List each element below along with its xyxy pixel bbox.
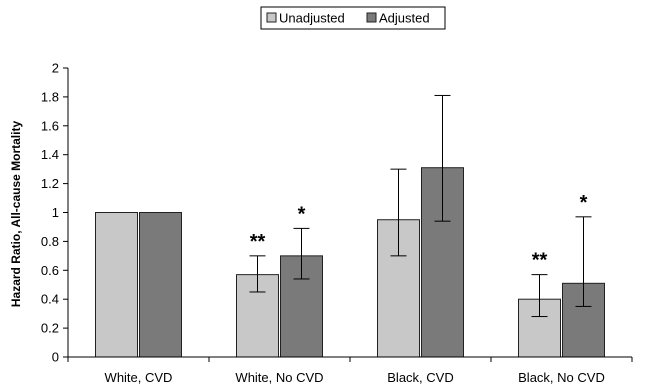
y-tick-label: 1.6 — [41, 118, 59, 133]
y-tick-label: 0.4 — [41, 292, 59, 307]
x-category-label: Black, CVD — [387, 370, 453, 385]
significance-labels: ****** — [250, 192, 588, 272]
bar — [139, 212, 182, 358]
significance-label: * — [298, 203, 306, 225]
legend-swatch — [266, 12, 277, 23]
axes — [67, 68, 633, 362]
significance-label: ** — [532, 250, 548, 272]
legend-label: Adjusted — [379, 11, 430, 26]
bar — [95, 212, 138, 358]
y-tick-label: 0 — [52, 350, 59, 365]
y-tick-label: 0.6 — [41, 263, 59, 278]
y-tick-label: 0.2 — [41, 321, 59, 336]
legend-box — [260, 6, 446, 30]
y-tick-label: 0.8 — [41, 234, 59, 249]
bars — [95, 167, 605, 358]
significance-label: * — [580, 192, 588, 214]
legend-swatch — [366, 12, 377, 23]
y-axis-ticks: 0 0.2 0.4 0.6 0.8 1 1.2 1.4 1.6 1.8 2 — [41, 61, 68, 365]
legend: Unadjusted Adjusted — [260, 6, 446, 30]
error-bars — [249, 94, 592, 318]
x-category-label: White, CVD — [105, 370, 173, 385]
significance-label: ** — [250, 231, 266, 253]
x-category-label: Black, No CVD — [518, 370, 605, 385]
y-tick-label: 1.2 — [41, 176, 59, 191]
y-tick-label: 1.8 — [41, 89, 59, 104]
legend-label: Unadjusted — [279, 11, 345, 26]
y-tick-label: 2 — [52, 61, 59, 76]
x-category-label: White, No CVD — [235, 370, 323, 385]
y-tick-label: 1.4 — [41, 147, 59, 162]
y-tick-label: 1 — [52, 205, 59, 220]
y-axis-label: Hazard Ratio, All-cause Mortality — [9, 121, 23, 308]
x-axis-category-labels: White, CVD White, No CVD Black, CVD Black, … — [105, 370, 605, 385]
